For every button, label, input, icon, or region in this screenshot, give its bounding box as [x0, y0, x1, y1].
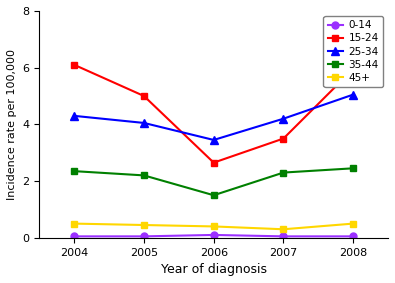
15-24: [141, 94, 146, 98]
45+: [141, 223, 146, 227]
Line: 0-14: 0-14: [71, 231, 357, 240]
25-34: [72, 114, 77, 117]
35-44: [141, 174, 146, 177]
Line: 25-34: 25-34: [70, 91, 357, 144]
45+: [351, 222, 356, 225]
0-14: [351, 235, 356, 238]
45+: [211, 225, 216, 228]
Line: 45+: 45+: [71, 220, 357, 233]
0-14: [141, 235, 146, 238]
Line: 35-44: 35-44: [71, 165, 357, 199]
15-24: [351, 67, 356, 71]
25-34: [211, 138, 216, 142]
35-44: [211, 194, 216, 197]
0-14: [72, 235, 77, 238]
Line: 15-24: 15-24: [71, 61, 357, 166]
X-axis label: Year of diagnosis: Year of diagnosis: [161, 263, 267, 276]
45+: [72, 222, 77, 225]
35-44: [72, 170, 77, 173]
25-34: [281, 117, 286, 120]
15-24: [72, 63, 77, 67]
35-44: [281, 171, 286, 174]
15-24: [211, 161, 216, 164]
Legend: 0-14, 15-24, 25-34, 35-44, 45+: 0-14, 15-24, 25-34, 35-44, 45+: [324, 16, 383, 87]
15-24: [281, 137, 286, 140]
25-34: [141, 121, 146, 125]
0-14: [211, 233, 216, 237]
35-44: [351, 167, 356, 170]
Y-axis label: Incidence rate per 100,000: Incidence rate per 100,000: [7, 49, 17, 200]
25-34: [351, 93, 356, 96]
0-14: [281, 235, 286, 238]
45+: [281, 228, 286, 231]
